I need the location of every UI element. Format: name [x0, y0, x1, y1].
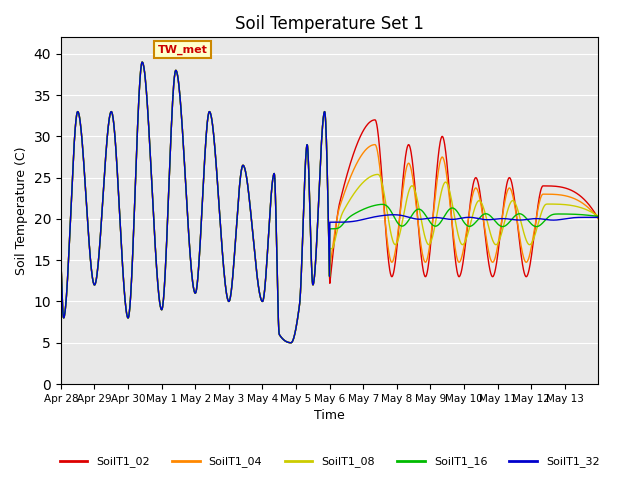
X-axis label: Time: Time	[314, 409, 345, 422]
SoilT1_08	[536, 216, 543, 221]
SoilT1_32	[138, 59, 146, 65]
Line: SoilT1_16: SoilT1_16	[61, 62, 598, 343]
SoilT1_32	[287, 340, 295, 346]
SoilT1_16	[588, 213, 596, 218]
SoilT1_08	[287, 340, 295, 346]
SoilT1_08	[595, 213, 602, 219]
SoilT1_32	[595, 215, 602, 220]
SoilT1_02	[595, 216, 602, 222]
SoilT1_32	[316, 168, 324, 173]
Line: SoilT1_32: SoilT1_32	[61, 62, 598, 343]
SoilT1_02	[457, 271, 465, 276]
Line: SoilT1_04: SoilT1_04	[61, 62, 598, 343]
SoilT1_04	[457, 257, 465, 263]
Text: TW_met: TW_met	[157, 45, 207, 55]
SoilT1_04	[536, 199, 543, 204]
SoilT1_04	[595, 216, 602, 222]
Title: Soil Temperature Set 1: Soil Temperature Set 1	[236, 15, 424, 33]
SoilT1_04	[287, 340, 295, 346]
SoilT1_16	[57, 257, 65, 263]
Legend: SoilT1_02, SoilT1_04, SoilT1_08, SoilT1_16, SoilT1_32: SoilT1_02, SoilT1_04, SoilT1_08, SoilT1_…	[55, 452, 604, 472]
SoilT1_08	[306, 207, 314, 213]
SoilT1_02	[536, 192, 543, 198]
SoilT1_08	[457, 240, 465, 246]
SoilT1_16	[287, 340, 295, 346]
Line: SoilT1_08: SoilT1_08	[61, 62, 598, 343]
SoilT1_32	[57, 257, 65, 263]
SoilT1_32	[306, 207, 314, 213]
SoilT1_04	[57, 257, 65, 263]
SoilT1_02	[287, 340, 295, 346]
SoilT1_08	[138, 59, 146, 65]
SoilT1_04	[588, 208, 596, 214]
SoilT1_08	[57, 257, 65, 263]
SoilT1_08	[588, 210, 596, 216]
SoilT1_04	[316, 168, 324, 173]
SoilT1_02	[588, 206, 596, 212]
SoilT1_04	[141, 76, 149, 82]
SoilT1_16	[316, 168, 324, 173]
SoilT1_16	[457, 215, 465, 220]
SoilT1_04	[138, 59, 146, 65]
SoilT1_16	[306, 207, 314, 213]
SoilT1_02	[141, 76, 149, 82]
SoilT1_16	[536, 223, 543, 228]
SoilT1_16	[595, 214, 602, 219]
SoilT1_08	[316, 168, 324, 173]
SoilT1_32	[457, 216, 465, 221]
Y-axis label: Soil Temperature (C): Soil Temperature (C)	[15, 146, 28, 275]
SoilT1_16	[138, 59, 146, 65]
SoilT1_32	[588, 215, 596, 220]
SoilT1_16	[141, 76, 149, 82]
SoilT1_08	[141, 76, 149, 82]
SoilT1_02	[306, 207, 314, 213]
SoilT1_04	[306, 207, 314, 213]
SoilT1_32	[141, 76, 149, 82]
SoilT1_32	[536, 216, 543, 222]
SoilT1_02	[57, 257, 65, 263]
Line: SoilT1_02: SoilT1_02	[61, 62, 598, 343]
SoilT1_02	[316, 168, 324, 173]
SoilT1_02	[138, 59, 146, 65]
